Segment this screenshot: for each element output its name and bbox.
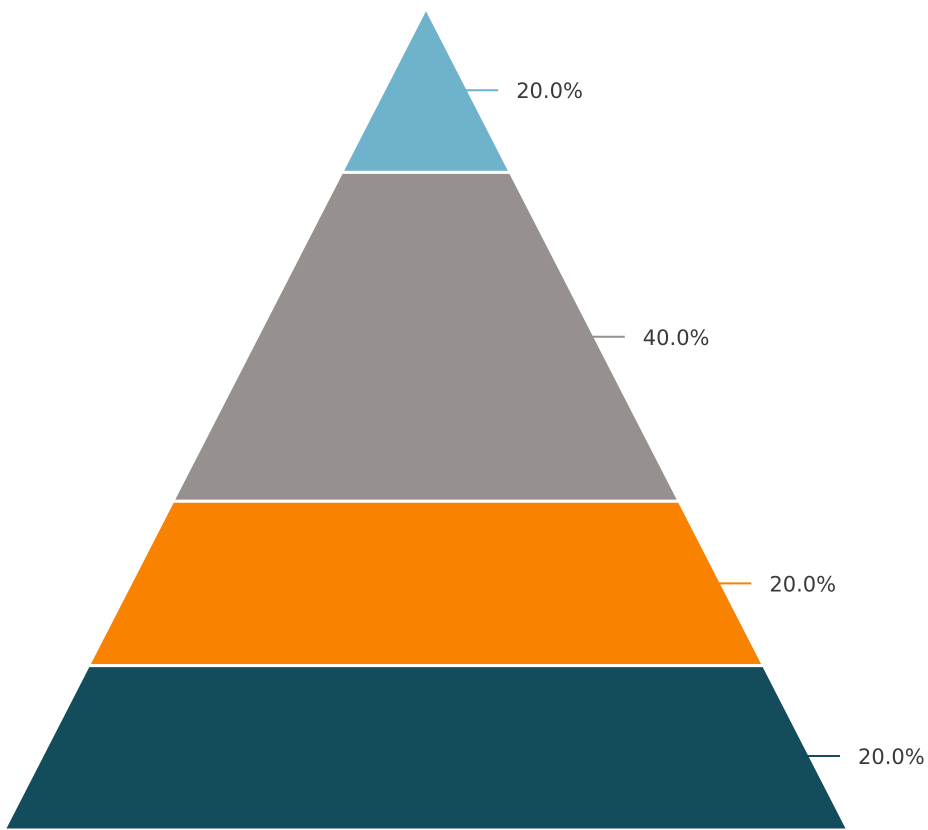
pyramid-label-3: 20.0% xyxy=(769,572,836,596)
pyramid-segment-4 xyxy=(2,664,850,830)
pyramid-label-2: 40.0% xyxy=(643,326,710,350)
pyramid-labels: 20.0% 40.0% 20.0% 20.0% xyxy=(464,79,925,769)
pyramid-segments xyxy=(2,4,850,830)
pyramid-label-4: 20.0% xyxy=(858,745,925,769)
pyramid-label-1: 20.0% xyxy=(516,79,583,103)
pyramid-segment-3 xyxy=(85,499,767,668)
